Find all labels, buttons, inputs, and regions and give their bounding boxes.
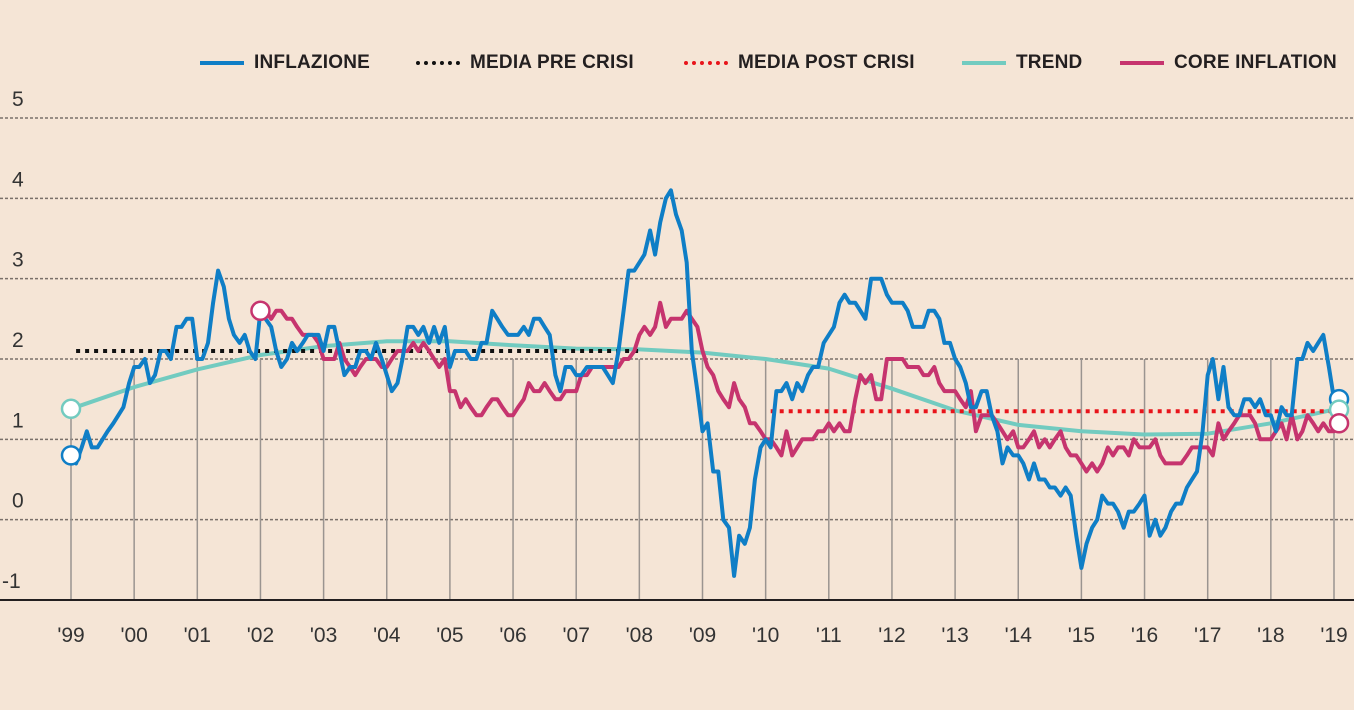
legend-label-media-pre-crisi: MEDIA PRE CRISI <box>470 52 634 73</box>
legend-swatch-media-pre-crisi <box>416 61 460 65</box>
x-tick-label: '09 <box>689 624 716 647</box>
y-axis-ticks: 5 4 3 2 1 0 -1 <box>2 88 24 593</box>
legend-swatch-core-inflation <box>1120 61 1164 65</box>
endpoint-marker-core <box>250 300 271 322</box>
legend-item-media-pre-crisi: MEDIA PRE CRISI <box>416 52 634 74</box>
x-tick-label: '19 <box>1320 624 1347 647</box>
legend-label-media-post-crisi: MEDIA POST CRISI <box>738 52 915 73</box>
endpoint-marker-core <box>1328 413 1350 434</box>
x-tick-label: '17 <box>1194 624 1221 647</box>
y-tick-label: -1 <box>2 570 21 593</box>
series-markers <box>60 300 1350 466</box>
legend-item-inflazione: INFLAZIONE <box>200 52 370 74</box>
chart-legend: INFLAZIONE MEDIA PRE CRISI MEDIA POST CR… <box>0 52 1354 76</box>
x-tick-label: '01 <box>184 624 211 647</box>
endpoint-marker-trend <box>60 398 82 420</box>
x-tick-label: '16 <box>1131 624 1158 647</box>
grid-lines <box>0 117 1354 521</box>
y-tick-label: 2 <box>12 329 24 352</box>
endpoint-marker-inflazione <box>60 445 82 466</box>
series-lines <box>69 188 1342 578</box>
x-tick-label: '99 <box>57 624 84 647</box>
x-tick-label: '06 <box>499 624 526 647</box>
legend-item-media-post-crisi: MEDIA POST CRISI <box>684 52 915 74</box>
legend-swatch-inflazione <box>200 61 244 65</box>
x-tick-label: '10 <box>752 624 779 647</box>
x-tick-label: '00 <box>120 624 147 647</box>
x-tick-label: '14 <box>1005 624 1033 647</box>
x-tick-label: '12 <box>878 624 905 647</box>
y-tick-label: 3 <box>12 249 24 272</box>
x-tick-label: '05 <box>436 624 463 647</box>
x-tick-label: '07 <box>563 624 590 647</box>
x-tick-label: '03 <box>310 624 337 647</box>
x-axis-ticks: '99 '00 '01 '02 '03 '04 '05 '06 '07 '08 '09 '10 '11 '… <box>57 624 1347 647</box>
legend-label-inflazione: INFLAZIONE <box>254 52 370 73</box>
y-tick-label: 1 <box>12 409 24 432</box>
x-tick-label: '04 <box>373 624 401 647</box>
y-tick-label: 5 <box>12 88 24 111</box>
x-tick-label: '13 <box>941 624 968 647</box>
y-tick-label: 4 <box>12 168 24 191</box>
legend-item-trend: TREND <box>962 52 1082 74</box>
x-tick-label: '18 <box>1257 624 1284 647</box>
series-line-inflazione <box>69 188 1342 578</box>
legend-swatch-trend <box>962 61 1006 65</box>
legend-item-core-inflation: CORE INFLATION <box>1120 52 1337 74</box>
y-tick-label: 0 <box>12 490 24 513</box>
x-tick-label: '15 <box>1068 624 1095 647</box>
legend-label-core-inflation: CORE INFLATION <box>1174 52 1337 73</box>
x-tick-label: '11 <box>816 624 842 647</box>
x-tick-label: '08 <box>626 624 653 647</box>
series-line-core <box>258 300 1342 474</box>
legend-swatch-media-post-crisi <box>684 61 728 65</box>
year-vertical-lines <box>70 359 1335 600</box>
x-tick-label: '02 <box>247 624 274 647</box>
legend-label-trend: TREND <box>1016 52 1083 73</box>
